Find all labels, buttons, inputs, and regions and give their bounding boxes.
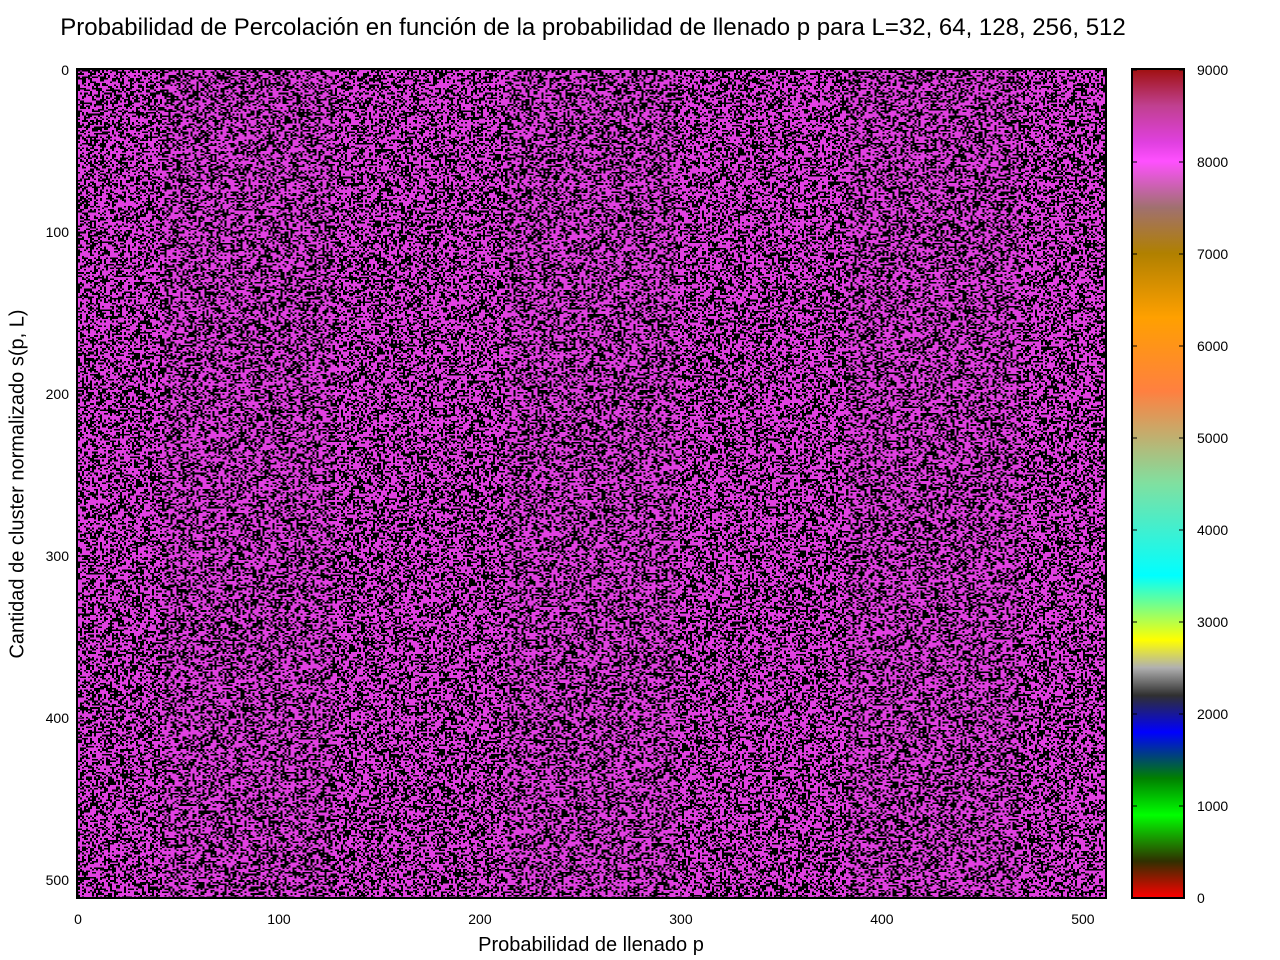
- y-tick-label: 0: [61, 62, 69, 78]
- colorbar-tick-label: 8000: [1197, 154, 1228, 170]
- colorbar-tick-label: 5000: [1197, 430, 1228, 446]
- x-tick-label: 0: [74, 911, 82, 927]
- colorbar-ticks: 0 1000 2000 3000 4000 5000 6000 7000 8000 9000: [1132, 62, 1228, 906]
- colorbar-tick-label: 4000: [1197, 522, 1228, 538]
- colorbar-tick-label: 0: [1197, 890, 1205, 906]
- x-axis-label: Probabilidad de llenado p: [478, 934, 704, 956]
- x-tick-label: 300: [669, 911, 693, 927]
- y-tick-label: 200: [46, 386, 70, 402]
- y-axis-label: Cantidad de cluster normalizado s(p, L): [6, 309, 29, 659]
- y-tick-label: 300: [46, 548, 70, 564]
- y-tick-label: 100: [46, 224, 70, 240]
- x-axis-ticks: 0 100 200 300 400 500: [74, 892, 1095, 927]
- colorbar-tick-label: 1000: [1197, 798, 1228, 814]
- y-axis-ticks: 0 100 200 300 400 500: [46, 62, 84, 888]
- x-tick-label: 100: [267, 911, 291, 927]
- colorbar-tick-label: 2000: [1197, 706, 1228, 722]
- colorbar: [1131, 68, 1185, 899]
- x-tick-label: 400: [870, 911, 894, 927]
- colorbar-tick-label: 6000: [1197, 338, 1228, 354]
- y-tick-label: 500: [46, 872, 70, 888]
- y-tick-label: 400: [46, 710, 70, 726]
- colorbar-tick-label: 3000: [1197, 614, 1228, 630]
- x-tick-label: 200: [468, 911, 492, 927]
- colorbar-tick-label: 7000: [1197, 246, 1228, 262]
- heatmap-image: [78, 70, 1105, 898]
- x-tick-label: 500: [1071, 911, 1095, 927]
- plot-frame: [76, 68, 1107, 899]
- colorbar-tick-label: 9000: [1197, 62, 1228, 78]
- chart-title: Probabilidad de Percolación en función d…: [60, 14, 1126, 41]
